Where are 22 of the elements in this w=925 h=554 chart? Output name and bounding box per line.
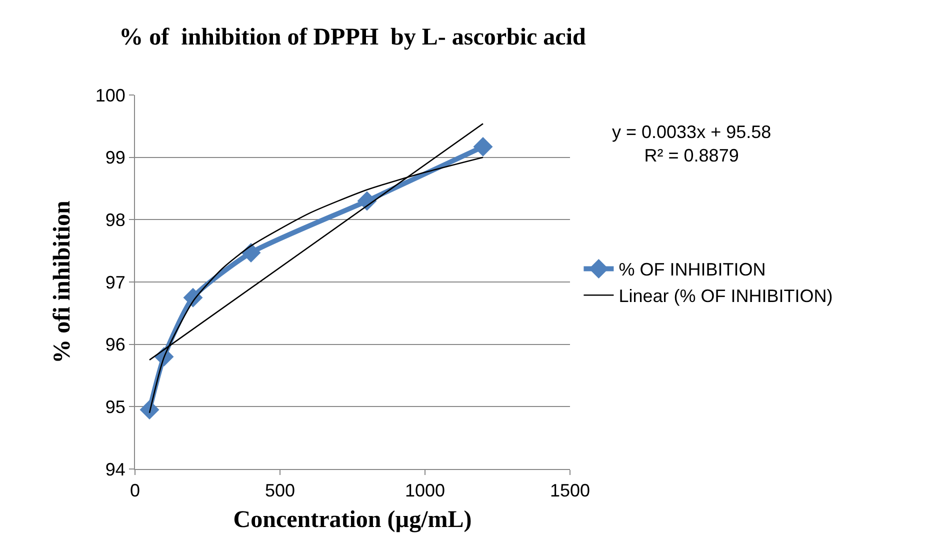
x-tick-label: 500	[264, 480, 296, 501]
point	[140, 400, 160, 420]
y-tick-label: 94	[105, 459, 126, 480]
legend-label: % OF INHIBITION	[618, 260, 766, 280]
y-tick-label: 95	[105, 396, 126, 417]
y-tick-label: 96	[105, 334, 126, 355]
x-tick-label: 1000	[404, 480, 446, 501]
legend-label: Linear (% OF INHIBITION)	[618, 286, 833, 306]
x-axis-title: Concentration (µg/mL)	[233, 506, 472, 533]
text: y = 0.0033x + 95.58 R² = 0.8879	[612, 122, 772, 166]
point	[241, 242, 261, 262]
point	[357, 191, 377, 211]
x-tick-label: 1500	[550, 480, 590, 501]
y-tick-label: 97	[105, 272, 126, 292]
x-tick-label: 0	[130, 480, 140, 501]
y-tick-label: 99	[105, 148, 126, 168]
y-tick-label: 98	[105, 210, 126, 230]
point	[473, 136, 493, 156]
y-tick-label: 100	[95, 85, 126, 106]
chart-title: % of inhibition of DPPH by L- ascorbic acid	[119, 24, 586, 50]
point	[183, 288, 203, 308]
y-axis-title: % ofi inhibition	[49, 200, 76, 364]
